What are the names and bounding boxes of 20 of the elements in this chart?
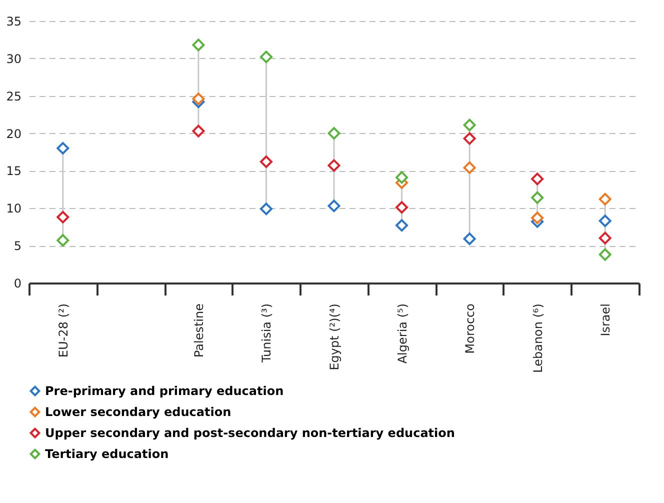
- legend-label: Tertiary education: [45, 447, 169, 461]
- y-tick-label: 15: [6, 164, 22, 178]
- x-tick-label: Lebanon (⁶): [530, 304, 545, 373]
- legend-label: Lower secondary education: [45, 405, 232, 419]
- legend-label: Pre-primary and primary education: [45, 384, 284, 398]
- x-tick-label: Egypt (²)(⁴): [328, 304, 342, 370]
- x-tick-label: Palestine: [192, 304, 206, 358]
- y-tick-label: 5: [14, 239, 22, 254]
- y-tick-label: 10: [6, 202, 22, 216]
- legend-label: Upper secondary and post-secondary non-tertiary education: [45, 426, 455, 440]
- x-tick-label: EU-28 (²): [56, 304, 70, 358]
- y-tick-label: 30: [6, 52, 22, 66]
- y-tick-label: 0: [14, 276, 22, 290]
- y-tick-label: 20: [6, 126, 22, 141]
- x-tick-label: Tunisia (³): [260, 304, 274, 364]
- x-tick-label: Algeria (⁵): [395, 304, 410, 364]
- x-tick-label: Morocco: [463, 304, 478, 354]
- y-tick-label: 25: [6, 89, 22, 104]
- x-tick-label: Israel: [598, 304, 613, 336]
- y-tick-label: 35: [6, 14, 22, 28]
